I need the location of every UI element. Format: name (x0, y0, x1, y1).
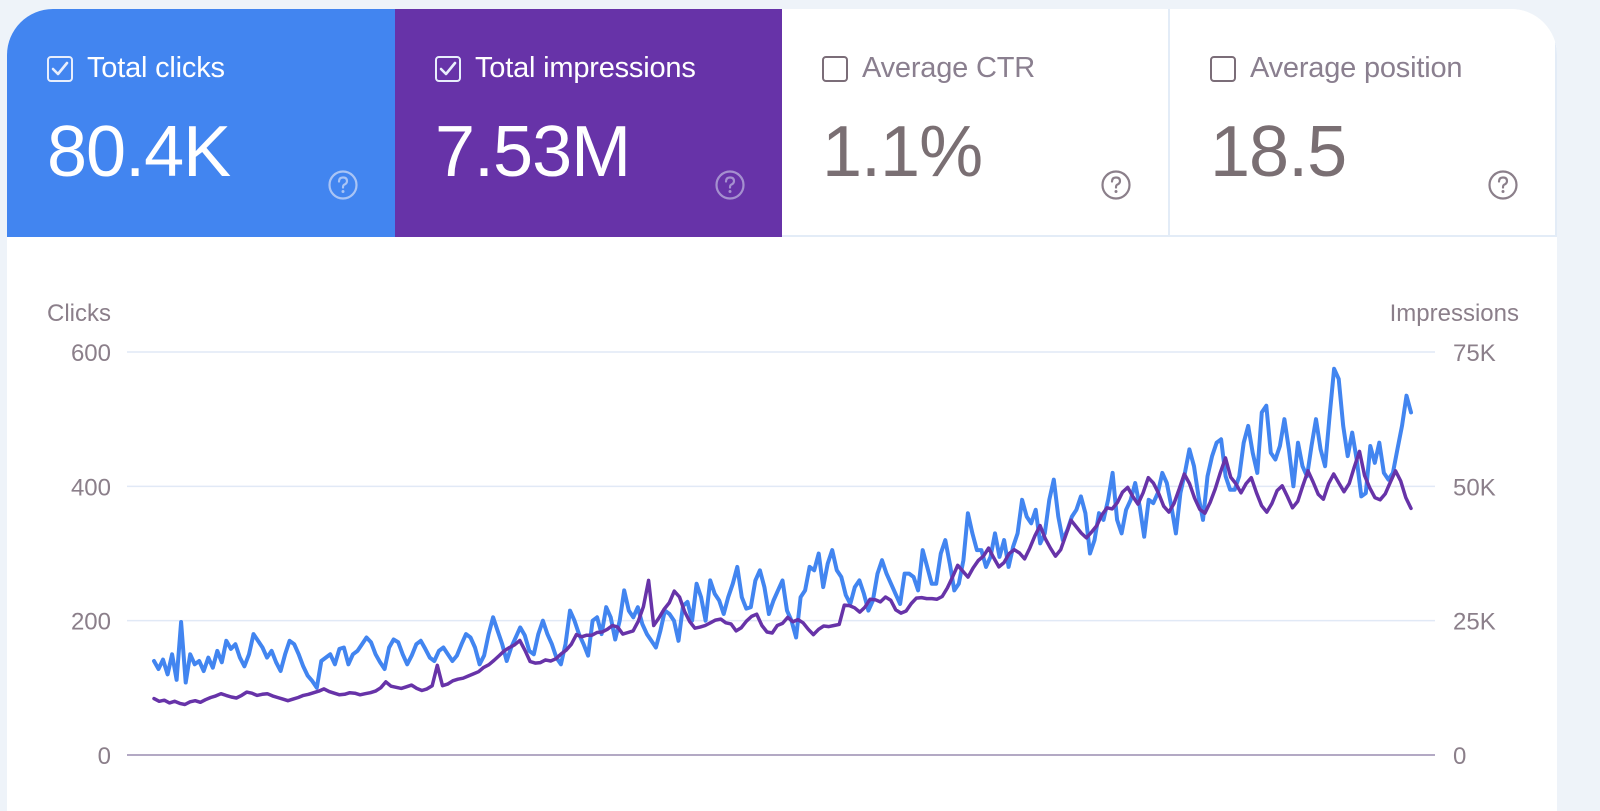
metric-tile-average-ctr[interactable]: Average CTR 1.1% (782, 9, 1170, 237)
performance-card: Total clicks 80.4K Total impressions 7.5… (7, 9, 1557, 811)
y-tick-label-left: 400 (71, 474, 111, 501)
metric-tile-total-impressions[interactable]: Total impressions 7.53M (395, 9, 782, 237)
metric-value: 18.5 (1210, 112, 1347, 192)
metric-value: 1.1% (822, 112, 983, 192)
metric-tiles: Total clicks 80.4K Total impressions 7.5… (7, 9, 1557, 237)
y-tick-label-left: 200 (71, 609, 111, 636)
metric-value: 7.53M (435, 112, 631, 192)
checkbox-checked-icon[interactable] (435, 55, 461, 82)
y-tick-label-right: 50K (1453, 474, 1496, 501)
y-tick-label-left: 600 (71, 340, 111, 367)
checkbox-unchecked-icon[interactable] (1210, 55, 1236, 82)
y-axis-label-right: Impressions (1390, 300, 1519, 327)
metric-value: 80.4K (47, 112, 231, 192)
help-icon[interactable] (327, 169, 359, 201)
metric-tile-average-position[interactable]: Average position 18.5 (1170, 9, 1557, 237)
help-icon[interactable] (1487, 169, 1519, 201)
y-tick-label-right: 0 (1453, 743, 1466, 770)
y-axis-label-left: Clicks (47, 300, 111, 327)
checkbox-checked-icon[interactable] (47, 55, 73, 82)
metric-label: Total impressions (475, 52, 696, 84)
metric-tile-total-clicks[interactable]: Total clicks 80.4K (7, 9, 395, 237)
series-line-clicks (152, 366, 1413, 690)
y-tick-label-left: 0 (98, 743, 111, 770)
help-icon[interactable] (714, 169, 746, 201)
y-tick-label-right: 25K (1453, 609, 1496, 636)
y-tick-label-right: 75K (1453, 340, 1496, 367)
metric-label: Average position (1250, 52, 1463, 84)
series-line-impressions (152, 449, 1413, 707)
performance-chart: Clicks Impressions 0 0 200 25K 400 50K 600 75K (47, 300, 1519, 770)
metric-label: Total clicks (87, 52, 225, 84)
checkbox-unchecked-icon[interactable] (822, 55, 848, 82)
help-icon[interactable] (1100, 169, 1132, 201)
metric-label: Average CTR (862, 52, 1035, 84)
